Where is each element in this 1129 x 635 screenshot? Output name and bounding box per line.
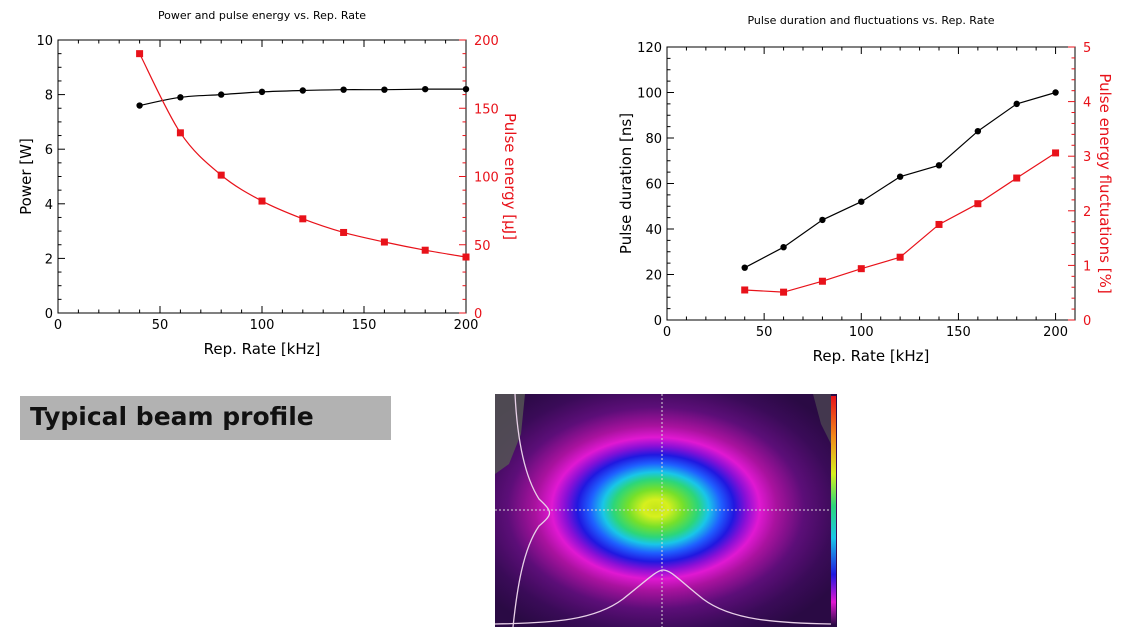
chart1-y-tick-label: 6 xyxy=(45,143,53,158)
chart2-series-2-point xyxy=(857,265,865,273)
chart1-y-axis-label: Power [W] xyxy=(17,138,35,215)
section-title: Typical beam profile xyxy=(30,402,314,431)
chart2-series-1-point xyxy=(741,264,748,271)
chart1-series-2-point xyxy=(258,197,266,205)
chart2-series-2-point xyxy=(741,286,749,294)
beam-profile-image xyxy=(495,394,837,627)
chart2-series-2-point xyxy=(896,253,904,261)
chart1-y2-axis-label: Pulse energy [µJ] xyxy=(501,113,519,240)
chart2-series-1-point xyxy=(819,216,826,224)
chart1-series-1-point xyxy=(422,85,429,93)
chart1-series-2-line xyxy=(139,53,467,258)
chart2-series-2-point xyxy=(1052,149,1060,157)
chart1-series-1-point xyxy=(299,87,306,94)
chart2-frame xyxy=(666,46,1076,321)
chart1-series-2-point xyxy=(380,238,388,246)
chart2-x-tick-label: 0 xyxy=(663,325,671,340)
chart1-series-2-point xyxy=(176,129,184,137)
chart2-y2-axis-label: Pulse energy fluctuations [%] xyxy=(1096,73,1114,293)
chart2-x-axis-label: Rep. Rate [kHz] xyxy=(813,347,930,365)
chart2-series-1-line xyxy=(744,91,1056,269)
chart1-x-tick-label: 200 xyxy=(454,318,479,333)
chart1-series-2-point xyxy=(462,253,470,261)
chart1-y2-tick-label: 0 xyxy=(474,307,482,322)
chart2-y-tick-label: 120 xyxy=(637,41,662,56)
chart2-series-1-point xyxy=(974,127,982,135)
chart2-series-1-point xyxy=(780,244,787,251)
chart2-y2-tick-label: 5 xyxy=(1083,41,1091,56)
chart1-series-1-point xyxy=(381,86,388,93)
chart2-y-axis-label: Pulse duration [ns] xyxy=(617,113,635,254)
chart1-title: Power and pulse energy vs. Rep. Rate xyxy=(158,9,366,22)
chart2-x-tick-label: 100 xyxy=(849,325,874,340)
chart1-series-2-point xyxy=(421,246,429,254)
chart2-x-tick-label: 150 xyxy=(946,325,971,340)
chart2-y2-tick-label: 4 xyxy=(1083,96,1091,111)
chart1-series-2-point xyxy=(299,215,307,223)
chart1-series-1-point xyxy=(340,86,347,93)
chart1-x-axis-label: Rep. Rate [kHz] xyxy=(204,340,321,358)
chart2-series-1-point xyxy=(935,162,943,169)
chart1-frame xyxy=(57,39,467,314)
chart2-x-tick-label: 200 xyxy=(1043,325,1068,340)
chart1-y2-tick-label: 50 xyxy=(474,239,491,254)
chart2-series-1-point xyxy=(1052,89,1059,96)
chart1-y-tick-label: 0 xyxy=(45,307,53,322)
chart2-series-1-point xyxy=(858,198,865,205)
chart2-series-2-point xyxy=(935,220,943,228)
chart2-series-2-point xyxy=(780,288,788,296)
chart2-series-1-point xyxy=(1013,100,1020,108)
chart2-series-2-point xyxy=(974,200,982,208)
chart1-x-tick-label: 150 xyxy=(352,318,377,333)
chart2-y-tick-label: 0 xyxy=(654,314,662,329)
chart1-y-tick-label: 4 xyxy=(45,198,53,213)
chart2-series-2-point xyxy=(818,277,826,285)
chart2-y-tick-label: 20 xyxy=(645,269,662,284)
chart2-y-tick-label: 60 xyxy=(645,178,662,193)
chart1-x-tick-label: 100 xyxy=(250,318,275,333)
chart1-y-tick-label: 2 xyxy=(45,252,53,267)
chart2-y2-tick-label: 3 xyxy=(1083,150,1091,165)
chart1-series-1-point xyxy=(136,102,143,109)
chart1-x-tick-label: 50 xyxy=(152,318,169,333)
chart2-series-2-point xyxy=(1013,174,1021,182)
chart2-y-tick-label: 100 xyxy=(637,87,662,102)
chart1-series-1-point xyxy=(218,91,225,98)
chart1-series-1-point xyxy=(258,88,266,96)
chart1-y-tick-label: 8 xyxy=(45,89,53,104)
chart2-y2-tick-label: 2 xyxy=(1083,205,1091,220)
chart1-series-1-point xyxy=(462,85,470,93)
chart1-x-tick-label: 0 xyxy=(54,318,62,333)
chart2-y2-tick-label: 0 xyxy=(1083,314,1091,329)
chart1-series-1-point xyxy=(177,94,184,101)
chart1-series-2-point xyxy=(217,171,225,179)
chart1-y2-tick-label: 100 xyxy=(474,171,499,186)
chart1-series-2-point xyxy=(340,228,348,236)
chart1-y2-tick-label: 200 xyxy=(474,34,499,49)
chart2-series-1-point xyxy=(896,173,904,180)
chart2-y2-tick-label: 1 xyxy=(1083,259,1091,274)
chart1-y-tick-label: 10 xyxy=(36,34,53,49)
chart2-x-tick-label: 50 xyxy=(756,325,773,340)
chart1-y2-tick-label: 150 xyxy=(474,102,499,117)
chart2-title: Pulse duration and fluctuations vs. Rep.… xyxy=(747,14,994,27)
chart2-y-tick-label: 80 xyxy=(645,132,662,147)
section-banner: Typical beam profile xyxy=(20,396,391,440)
chart1-series-2-point xyxy=(136,50,144,58)
chart2-y-tick-label: 40 xyxy=(645,223,662,238)
